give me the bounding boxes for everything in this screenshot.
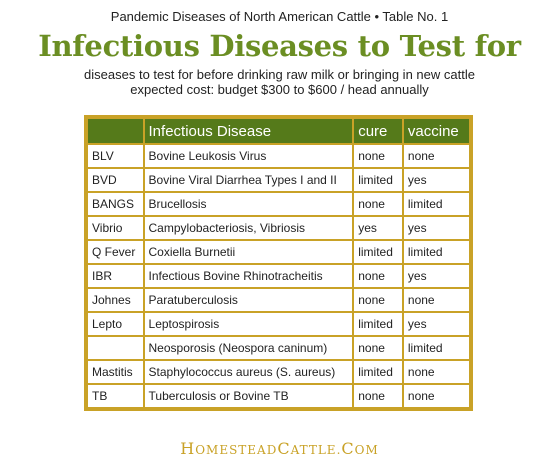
footer-brand-logo: HOMESTEADCATTLE.COM [0,439,559,458]
abbreviation-cell: Mastitis [88,361,143,383]
brand-letters: C [277,439,291,458]
cure-cell: yes [354,217,402,239]
cure-cell: none [354,385,402,407]
table-row: TB Tuberculosis or Bovine TB none none [88,385,469,407]
header-abbreviation [88,119,143,143]
table-row: Mastitis Staphylococcus aureus (S. aureus… [88,361,469,383]
abbreviation-cell: TB [88,385,143,407]
vaccine-cell: yes [403,169,469,191]
disease-name-cell: Bovine Leukosis Virus [144,145,353,167]
abbreviation-cell: BLV [88,145,143,167]
disease-name-cell: Paratuberculosis [144,289,353,311]
brand-letters: H [180,439,196,458]
abbreviation-cell: BANGS [88,193,143,215]
disease-name-cell: Staphylococcus aureus (S. aureus) [144,361,353,383]
abbreviation-cell: Q Fever [88,241,143,263]
cure-cell: none [354,337,402,359]
vaccine-cell: none [403,385,469,407]
subtitle-purpose: diseases to test for before drinking raw… [84,67,475,82]
header-cure: cure [354,119,402,143]
header-infectious-disease: Infectious Disease [144,119,353,143]
brand-letters: . [336,443,342,457]
vaccine-cell: yes [403,217,469,239]
abbreviation-cell: Vibrio [88,217,143,239]
diseases-table: Infectious Disease cure vaccine BLV Bovin… [84,115,473,411]
disease-name-cell: Brucellosis [144,193,353,215]
table-row: BANGS Brucellosis none limited [88,193,469,215]
vaccine-cell: none [403,289,469,311]
cure-cell: none [354,145,402,167]
table-row: Vibrio Campylobacteriosis, Vibriosis yes ye… [88,217,469,239]
vaccine-cell: yes [403,313,469,335]
header-vaccine: vaccine [403,119,469,143]
disease-name-cell: Campylobacteriosis, Vibriosis [144,217,353,239]
disease-name-cell: Tuberculosis or Bovine TB [144,385,353,407]
table-row: Lepto Leptospirosis limited yes [88,313,469,335]
abbreviation-cell: IBR [88,265,143,287]
cure-cell: limited [354,241,402,263]
vaccine-cell: limited [403,337,469,359]
table-row: IBR Infectious Bovine Rhinotracheitis none… [88,265,469,287]
disease-name-cell: Infectious Bovine Rhinotracheitis [144,265,353,287]
abbreviation-cell [88,337,143,359]
subtitle-cost: expected cost: budget $300 to $600 / hea… [130,82,429,97]
table-row: BVD Bovine Viral Diarrhea Types I and II l… [88,169,469,191]
table-row: Q Fever Coxiella Burnetii limited limited [88,241,469,263]
vaccine-cell: none [403,145,469,167]
cure-cell: none [354,193,402,215]
cure-cell: limited [354,169,402,191]
abbreviation-cell: BVD [88,169,143,191]
vaccine-cell: yes [403,265,469,287]
disease-name-cell: Coxiella Burnetii [144,241,353,263]
table-row: BLV Bovine Leukosis Virus none none [88,145,469,167]
brand-letters: C [341,439,355,458]
table-body: BLV Bovine Leukosis Virus none none BVD Bovin… [88,145,469,407]
table-header-row: Infectious Disease cure vaccine [88,119,469,143]
brand-letters: OM [354,443,379,457]
table-row: Johnes Paratuberculosis none none [88,289,469,311]
brand-letters: ATTLE [290,443,337,457]
page-title: Infectious Diseases to Test for [38,29,521,63]
table-row: Neosporosis (Neospora caninum) none limite… [88,337,469,359]
disease-name-cell: Leptospirosis [144,313,353,335]
table-caption: Pandemic Diseases of North American Catt… [110,9,449,24]
cure-cell: none [354,289,402,311]
brand-letters: OMESTEAD [195,443,278,457]
vaccine-cell: limited [403,193,469,215]
vaccine-cell: none [403,361,469,383]
cure-cell: none [354,265,402,287]
cure-cell: limited [354,361,402,383]
disease-name-cell: Neosporosis (Neospora caninum) [144,337,353,359]
disease-name-cell: Bovine Viral Diarrhea Types I and II [144,169,353,191]
vaccine-cell: limited [403,241,469,263]
cure-cell: limited [354,313,402,335]
abbreviation-cell: Johnes [88,289,143,311]
abbreviation-cell: Lepto [88,313,143,335]
